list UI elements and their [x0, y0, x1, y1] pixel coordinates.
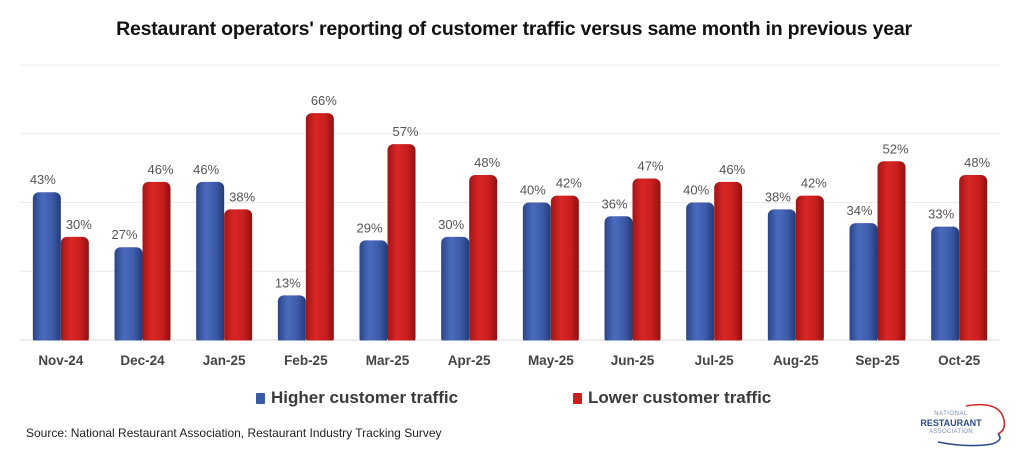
data-label-higher-Dec-24: 27%: [111, 227, 137, 242]
data-label-lower-Jan-25: 38%: [229, 189, 255, 204]
bar-lower-Jan-25: [224, 209, 253, 344]
bar-higher-Jan-25: [196, 181, 225, 344]
bar-higher-Nov-24: [32, 192, 61, 344]
x-tick-label: Dec-24: [120, 353, 165, 368]
chart-title: Restaurant operators' reporting of custo…: [116, 18, 912, 40]
bar-higher-Aug-25: [767, 209, 796, 344]
x-tick-label: Jul-25: [695, 353, 735, 368]
bar-higher-Oct-25: [931, 226, 960, 344]
x-tick-label: Mar-25: [366, 353, 410, 368]
bar-lower-Feb-25: [305, 113, 334, 344]
x-tick-label: Aug-25: [773, 353, 819, 368]
data-label-higher-Jun-25: 36%: [601, 196, 627, 211]
bar-higher-Jul-25: [686, 202, 715, 344]
bar-lower-Aug-25: [795, 195, 824, 344]
legend-label-higher: Higher customer traffic: [271, 388, 459, 407]
logo-swoosh-icon: [937, 403, 1006, 447]
data-label-lower-Sep-25: 52%: [882, 141, 908, 156]
x-tick-label: Sep-25: [855, 353, 900, 368]
data-label-higher-Apr-25: 30%: [438, 217, 464, 232]
data-label-higher-Jul-25: 40%: [683, 183, 709, 198]
data-label-higher-May-25: 40%: [520, 183, 546, 198]
x-tick-label: May-25: [528, 353, 574, 368]
data-label-lower-Dec-24: 46%: [147, 162, 173, 177]
logo-line-national: NATIONAL: [934, 411, 968, 417]
bar-lower-Sep-25: [877, 161, 906, 344]
legend-label-lower: Lower customer traffic: [588, 388, 772, 407]
x-tick-label: Nov-24: [38, 353, 84, 368]
x-tick-label: Apr-25: [448, 353, 491, 368]
bar-higher-Mar-25: [359, 240, 388, 344]
gridlines: [20, 64, 1000, 341]
bar-lower-Mar-25: [387, 144, 416, 344]
legend-item-higher: Higher customer traffic: [256, 388, 458, 408]
x-tick-label: Oct-25: [938, 353, 981, 368]
data-label-lower-Aug-25: 42%: [801, 176, 827, 191]
bar-lower-Jul-25: [714, 181, 743, 344]
data-label-higher-Mar-25: 29%: [356, 220, 382, 235]
data-label-lower-Jul-25: 46%: [719, 162, 745, 177]
data-labels: 43% 30% 27% 46% 46% 38% 13% 66% 29% 57% 30% 48% 40% 4…: [30, 93, 991, 290]
logo-line-restaurant: RESTAURANT: [920, 418, 982, 428]
data-label-lower-Nov-24: 30%: [66, 217, 92, 232]
x-tick-label: Jan-25: [203, 353, 246, 368]
bar-lower-Oct-25: [959, 175, 988, 344]
data-label-higher-Aug-25: 38%: [765, 189, 791, 204]
bar-lower-Dec-24: [142, 181, 171, 344]
bar-lower-Nov-24: [60, 236, 89, 344]
legend-item-lower: Lower customer traffic: [573, 388, 771, 408]
bar-higher-Dec-24: [114, 247, 143, 344]
bar-higher-Feb-25: [277, 295, 306, 344]
data-label-higher-Oct-25: 33%: [928, 207, 954, 222]
bar-higher-May-25: [522, 202, 551, 344]
source-note: Source: National Restaurant Association,…: [26, 426, 442, 440]
data-label-lower-Apr-25: 48%: [474, 155, 500, 170]
x-axis-ticks: Nov-24 Dec-24 Jan-25 Feb-25 Mar-25 Apr-25 May-…: [38, 353, 980, 368]
data-label-lower-Mar-25: 57%: [392, 124, 418, 139]
data-label-higher-Jan-25: 46%: [193, 162, 219, 177]
bar-lower-Jun-25: [632, 178, 661, 344]
bar-higher-Jun-25: [604, 216, 633, 344]
x-tick-label: Feb-25: [284, 353, 328, 368]
bar-higher-Sep-25: [849, 223, 878, 344]
data-label-lower-Feb-25: 66%: [311, 93, 337, 108]
data-label-lower-Oct-25: 48%: [964, 155, 990, 170]
bar-higher-Apr-25: [441, 236, 470, 344]
data-label-lower-Jun-25: 47%: [637, 158, 663, 173]
data-label-higher-Nov-24: 43%: [30, 172, 56, 187]
bar-lower-May-25: [550, 195, 579, 344]
data-label-higher-Sep-25: 34%: [846, 203, 872, 218]
nra-logo: NATIONAL RESTAURANT ASSOCIATION: [908, 398, 1018, 448]
legend-swatch-higher: [256, 392, 265, 404]
bar-lower-Apr-25: [469, 175, 498, 344]
x-tick-label: Jun-25: [611, 353, 655, 368]
legend-swatch-lower: [573, 392, 582, 404]
bars: [15, 113, 1005, 347]
logo-line-association: ASSOCIATION: [929, 429, 973, 435]
data-label-higher-Feb-25: 13%: [275, 275, 301, 290]
data-label-lower-May-25: 42%: [556, 176, 582, 191]
baseline-mask: [15, 340, 1005, 347]
